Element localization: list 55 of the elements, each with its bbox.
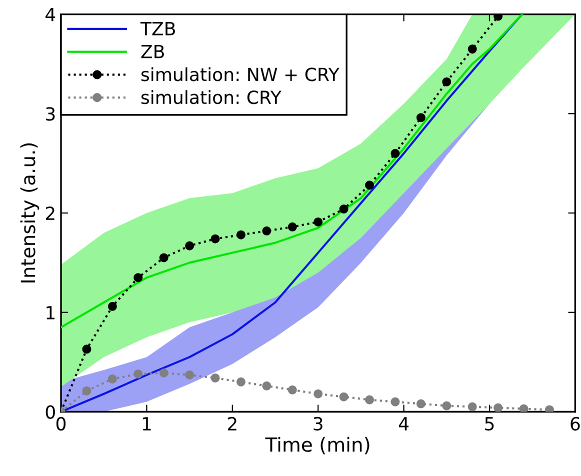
- x-tick-label: 3: [314, 416, 322, 431]
- point: [390, 148, 400, 158]
- point: [134, 273, 143, 282]
- point: [262, 226, 272, 236]
- point: [339, 392, 348, 402]
- point: [442, 401, 452, 410]
- point: [185, 370, 194, 380]
- point: [339, 204, 348, 214]
- point: [314, 389, 323, 398]
- point: [442, 77, 452, 86]
- x-tick-label: 0: [56, 416, 66, 431]
- point: [314, 217, 323, 226]
- y-tick-label: 4: [46, 8, 56, 22]
- point: [236, 230, 246, 240]
- point: [185, 241, 194, 250]
- point: [416, 113, 426, 122]
- y-tick-label: 2: [46, 206, 54, 220]
- x-tick-label: 5: [485, 417, 494, 431]
- point: [494, 403, 503, 412]
- x-tick-label: 4: [398, 417, 409, 430]
- point: [236, 377, 246, 386]
- point: [468, 402, 477, 412]
- point: [134, 369, 143, 378]
- y-tick-label: 3: [46, 107, 55, 121]
- legend-label: simulation: NW + CRY: [141, 67, 340, 82]
- point: [468, 44, 477, 54]
- point: [82, 344, 92, 354]
- point: [416, 399, 426, 408]
- line-series: [61, 14, 524, 328]
- legend-label: TZB: [140, 22, 175, 36]
- x-tick-label: 6: [570, 416, 580, 431]
- point: [365, 395, 374, 404]
- point: [262, 381, 272, 390]
- legend-label: ZB: [141, 44, 164, 58]
- point: [544, 405, 554, 412]
- legend-label: simulation: CRY: [141, 90, 282, 104]
- point: [82, 386, 92, 396]
- point: [494, 14, 503, 21]
- point: [210, 373, 220, 382]
- x-tick-label: 2: [228, 416, 236, 430]
- point: [365, 180, 374, 190]
- x-axis-title: Time (min): [265, 436, 370, 454]
- point: [108, 302, 117, 311]
- point: [390, 397, 400, 406]
- point: [288, 385, 297, 394]
- x-tick-label: 1: [142, 417, 151, 430]
- point: [159, 368, 168, 378]
- point: [519, 404, 528, 412]
- point: [288, 222, 297, 232]
- y-tick-label: 1: [46, 306, 54, 320]
- point: [159, 253, 168, 262]
- y-tick-label: 0: [46, 405, 55, 419]
- y-axis-title: Intensity (a.u.): [20, 143, 40, 282]
- point: [210, 234, 220, 244]
- point: [108, 374, 117, 384]
